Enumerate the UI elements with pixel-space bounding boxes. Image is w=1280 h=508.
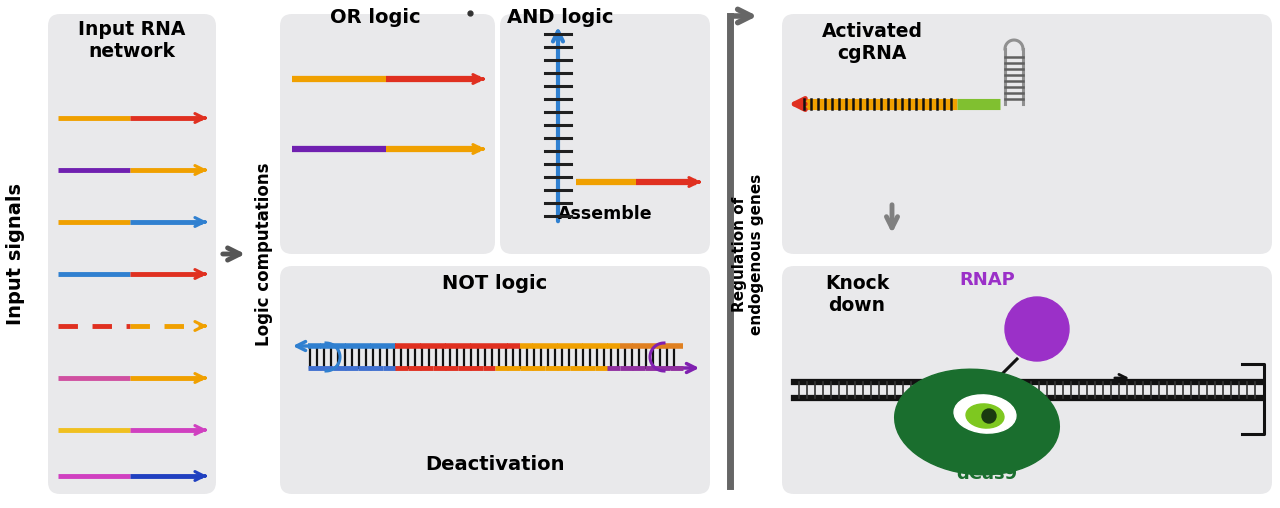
FancyBboxPatch shape <box>782 266 1272 494</box>
FancyBboxPatch shape <box>49 14 216 494</box>
Text: Input RNA
network: Input RNA network <box>78 20 186 61</box>
Ellipse shape <box>954 395 1016 433</box>
Text: AND logic: AND logic <box>507 8 613 27</box>
Ellipse shape <box>966 404 1004 428</box>
Ellipse shape <box>895 369 1060 475</box>
Circle shape <box>1005 297 1069 361</box>
Text: dCas9: dCas9 <box>956 465 1018 483</box>
Text: Logic computations: Logic computations <box>255 162 273 346</box>
Text: Input signals: Input signals <box>6 183 26 325</box>
Text: Knock
down: Knock down <box>824 274 890 315</box>
FancyBboxPatch shape <box>782 14 1272 254</box>
Text: NOT logic: NOT logic <box>443 274 548 293</box>
Circle shape <box>982 409 996 423</box>
Text: Regulation of
endogenous genes: Regulation of endogenous genes <box>732 173 764 335</box>
Text: Deactivation: Deactivation <box>425 455 564 473</box>
Text: Activated
cgRNA: Activated cgRNA <box>822 22 923 63</box>
FancyBboxPatch shape <box>280 266 710 494</box>
Text: Assemble: Assemble <box>558 205 653 223</box>
Text: RNAP: RNAP <box>959 271 1015 289</box>
FancyBboxPatch shape <box>500 14 710 254</box>
Text: OR logic: OR logic <box>330 8 420 27</box>
FancyBboxPatch shape <box>280 14 495 254</box>
